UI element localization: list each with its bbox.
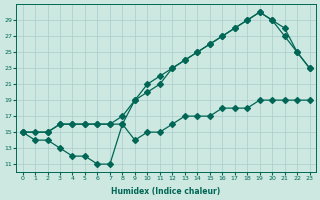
X-axis label: Humidex (Indice chaleur): Humidex (Indice chaleur) (111, 187, 221, 196)
